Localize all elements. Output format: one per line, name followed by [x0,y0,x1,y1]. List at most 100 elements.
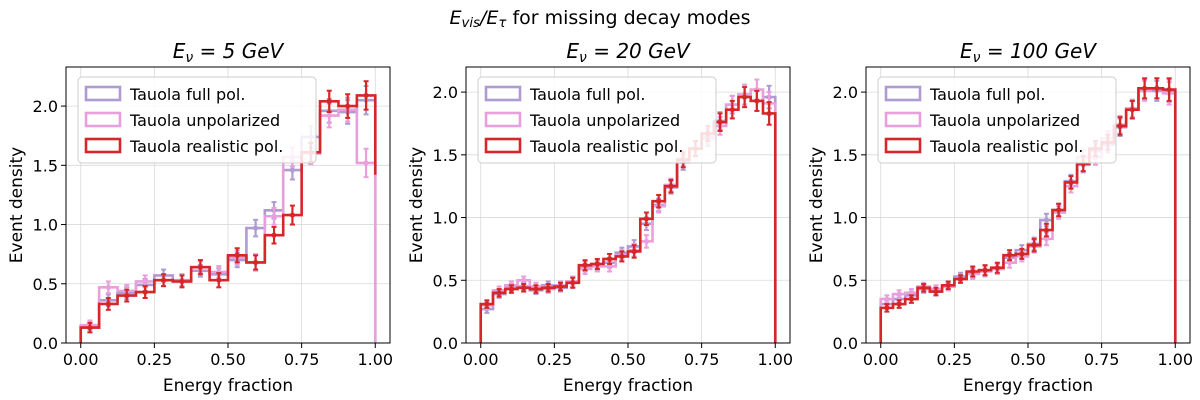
data-point [496,290,502,296]
error-bar [271,225,277,245]
error-bar [253,218,259,238]
legend-swatch [884,85,922,102]
y-tick-label: 2.0 [433,83,458,102]
title-part: /E [478,7,498,29]
error-bar [1129,99,1135,120]
data-point [643,216,650,222]
error-bar [533,284,539,294]
title-part: E [173,39,186,63]
legend-swatch [484,137,522,154]
data-point [484,301,490,307]
error-bar [717,112,723,132]
chart-panel-2: 0.00 0.25 0.50 0.75 1.00 0.0 0.5 1.0 1.5 2.0 Energ… [407,39,793,396]
error-bar [105,280,111,295]
error-bar [945,280,951,291]
error-bar [884,294,890,304]
data-point [656,198,662,204]
legend-item: Tauola unpolarized [84,111,280,130]
data-point [668,183,674,189]
error-bar [0,159,3,190]
y-tick-label: 0.0 [833,334,858,353]
data-point [741,94,748,100]
data-point [606,256,613,262]
data-point [1166,86,1172,93]
error-bar [921,283,927,293]
data-point [582,262,588,268]
error-bar [142,285,148,299]
x-tick-label: 1.00 [1157,350,1193,369]
error-bar [521,283,527,293]
data-point [105,284,111,290]
subscript: ν [185,50,193,66]
x-axis-label: Energy fraction [963,376,1093,396]
data-point [717,119,723,125]
data-point [216,277,222,283]
error-bar [557,281,564,292]
error-bar [289,204,296,226]
chart-panel-3: 0.00 0.25 0.50 0.75 1.00 0.0 0.5 1.0 1.5 2.0 Energ… [807,39,1193,396]
data-area [0,80,377,343]
data-point [884,296,890,302]
error-bar [179,274,185,289]
data-point [884,305,890,311]
legend-item: Tauola full pol. [84,85,245,104]
legend-swatch [484,85,522,102]
error-bar [1166,77,1172,102]
error-bar [1031,237,1037,253]
error-bar [1117,116,1123,136]
error-bar [1141,77,1148,100]
error-bar [884,303,890,313]
data-point [1019,251,1025,257]
y-tick-label: 0.0 [33,334,58,353]
legend-label: Tauola unpolarized [929,111,1080,130]
panel-title: Eν = 5 GeV [173,39,285,66]
x-tick-label: 0.75 [1084,350,1120,369]
y-tick-label: 0.5 [833,271,858,290]
y-tick-label: 1.5 [33,156,58,175]
data-area [879,77,1177,343]
error-bar [729,99,735,120]
data-area [479,78,777,343]
subscript: τ [498,16,507,31]
data-point [982,267,988,273]
data-point [970,268,976,275]
x-tick-label: 0.50 [610,350,646,369]
data-point [945,282,951,288]
legend-swatch [84,111,122,128]
error-bar [754,89,760,112]
error-bar [508,284,515,294]
x-tick-label: 0.25 [137,350,173,369]
title-part: = 100 GeV [980,39,1097,63]
data-point [908,290,915,296]
error-bar [1019,247,1025,260]
series-tauola-realistic-pol- [479,86,777,343]
error-bar [216,272,222,289]
data-point [533,286,539,292]
x-tick-label: 0.00 [863,350,899,369]
data-point [289,212,296,218]
legend-box [877,76,1117,164]
data-point [631,248,637,255]
data-point [594,261,600,267]
data-point [545,285,551,291]
x-tick-label: 0.00 [463,350,499,369]
legend-label: Tauola full pol. [529,85,645,104]
data-point [1043,227,1050,233]
error-bar [619,250,625,263]
data-point [234,252,240,258]
y-tick-label: 1.5 [433,146,458,165]
data-point [606,263,613,270]
error-bar [271,206,277,226]
data-point [508,286,515,292]
error-bar [957,274,964,284]
data-point [179,278,185,285]
data-point [124,293,130,299]
error-bar [582,259,588,272]
legend-swatch [884,111,922,128]
error-bar [326,89,332,114]
data-point [896,301,902,307]
error-bar [484,299,490,309]
x-tick-label: 0.50 [1010,350,1046,369]
data-point [521,285,527,291]
